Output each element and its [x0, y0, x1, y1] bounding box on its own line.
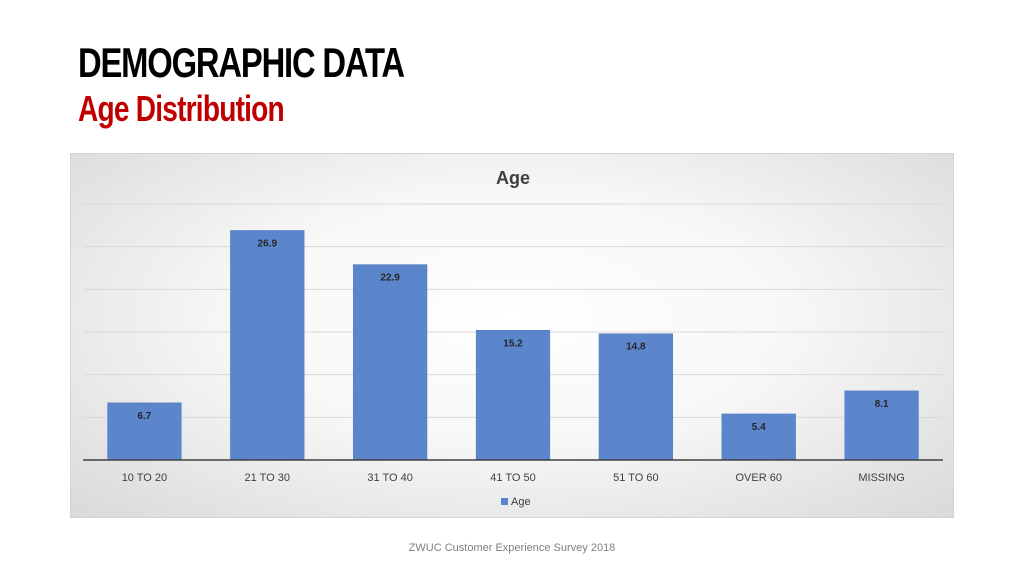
- chart-area: Age 6.7 26.9 22.9 15.2 14.8 5.4 8.1 10 TO 20 21…: [70, 153, 954, 518]
- slide-title: DEMOGRAPHIC DATA: [78, 39, 405, 86]
- chart-title: Age: [496, 168, 530, 188]
- legend: Age: [501, 496, 531, 508]
- data-label: 5.4: [752, 422, 766, 433]
- data-labels: 6.7 26.9 22.9 15.2 14.8 5.4 8.1: [137, 238, 888, 432]
- x-tick-label: 10 TO 20: [122, 472, 167, 484]
- x-tick-label: 41 TO 50: [490, 472, 535, 484]
- data-label: 22.9: [380, 273, 400, 284]
- data-label: 6.7: [137, 411, 151, 422]
- x-tick-label: 21 TO 30: [245, 472, 290, 484]
- data-label: 8.1: [875, 399, 889, 410]
- slide-subtitle: Age Distribution: [78, 88, 285, 129]
- legend-swatch: [501, 498, 508, 505]
- x-tick-label: OVER 60: [735, 472, 781, 484]
- footer-text: ZWUC Customer Experience Survey 2018: [408, 542, 616, 554]
- bar: [353, 264, 428, 461]
- x-tick-label: MISSING: [858, 472, 904, 484]
- data-label: 15.2: [503, 338, 523, 349]
- bars: [107, 230, 919, 461]
- bar: [230, 230, 305, 461]
- bar: [721, 413, 796, 461]
- legend-label: Age: [511, 496, 531, 508]
- bar: [475, 330, 551, 461]
- data-label: 26.9: [258, 238, 278, 249]
- bar: [844, 390, 919, 461]
- x-tick-label: 51 TO 60: [613, 472, 658, 484]
- bar: [598, 333, 673, 461]
- data-label: 14.8: [626, 342, 646, 353]
- x-tick-label: 31 TO 40: [367, 472, 412, 484]
- bar-chart: Age 6.7 26.9 22.9 15.2 14.8 5.4 8.1 10 TO 20 21…: [83, 168, 943, 508]
- x-axis-tick-labels: 10 TO 20 21 TO 30 31 TO 40 41 TO 50 51 TO 60…: [122, 472, 905, 484]
